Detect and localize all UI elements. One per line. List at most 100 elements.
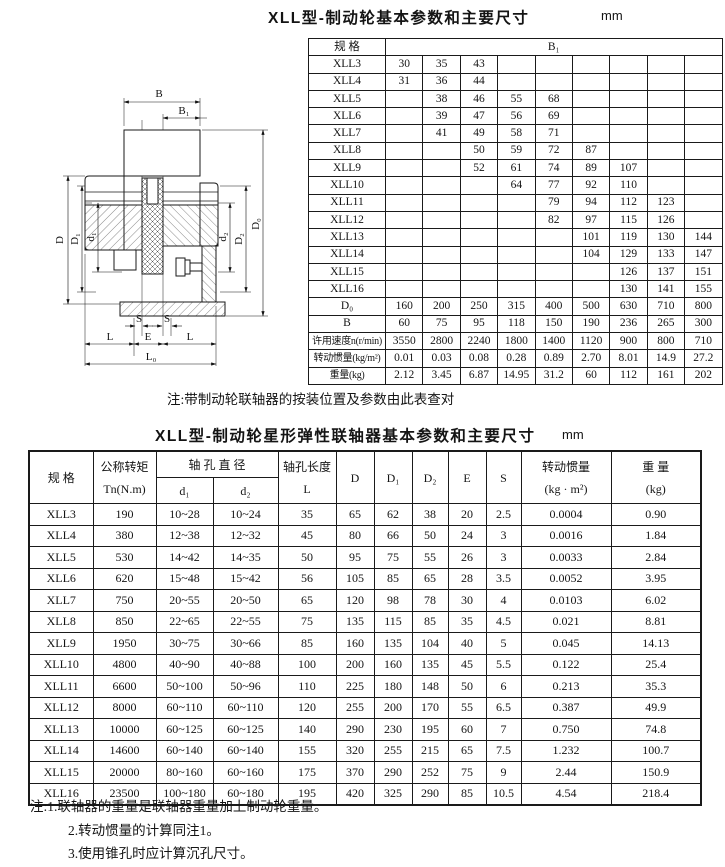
table2-inertia-header: 转动惯量 (kg · m²) — [520, 450, 612, 504]
table1-cell: 500 — [571, 297, 611, 316]
table2-cell: 155 — [277, 739, 337, 762]
table1-cell — [497, 55, 536, 74]
table2-cell: 6.02 — [610, 589, 702, 612]
table2-E-header: E — [447, 450, 487, 504]
table2-cell: 14600 — [92, 739, 157, 762]
table1-cell — [534, 55, 573, 74]
table2-cell: 98 — [373, 589, 413, 612]
table2-cell: 60~140 — [212, 739, 279, 762]
table1-cell — [609, 107, 648, 126]
footnote-3: 3.使用锥孔时应计算沉孔尺寸。 — [68, 846, 254, 861]
table2-cell: 0.0033 — [520, 546, 612, 569]
table1-cell — [534, 228, 573, 247]
table2-body: XLL3 190 10~28 10~24 35 65 62 38 20 2.5 0.0004 0.90… — [28, 503, 702, 806]
table1-cell — [497, 210, 536, 230]
table1-cell: 97 — [571, 210, 611, 230]
table1-cell: 64 — [497, 176, 536, 195]
table1-cell — [384, 210, 424, 230]
table1-cell: 1800 — [497, 332, 536, 351]
table2-cell: 40~88 — [212, 653, 279, 676]
table1-cell: 3550 — [384, 332, 424, 351]
table1-cell: 30 — [384, 55, 424, 74]
table2-cell: 6 — [485, 675, 522, 698]
footnote-2: 2.转动惯量的计算同注1。 — [68, 822, 220, 838]
table2-cell: 115 — [373, 610, 413, 633]
table2-cell: 60~125 — [155, 718, 214, 741]
table1-cell — [684, 124, 723, 143]
table1-cell: 60 — [384, 314, 424, 334]
table2-cell: 218.4 — [610, 782, 702, 806]
table2-cell: 60~125 — [212, 718, 279, 741]
bore-len-header-line1: 轴孔长度 — [283, 459, 332, 474]
table1-cell — [422, 176, 461, 195]
table1-cell: 41 — [422, 124, 461, 143]
table1-cell — [459, 245, 499, 264]
table1-cell: 46 — [459, 89, 499, 109]
table1-cell — [646, 55, 686, 74]
table1-row: XLL16 130 141 155 — [308, 280, 723, 299]
table1-cell — [422, 210, 461, 230]
table2-cell: 35.3 — [610, 675, 702, 698]
table1-cell — [646, 124, 686, 143]
table2-cell: 2.84 — [610, 546, 702, 569]
table1-row-label: XLL7 — [308, 124, 386, 143]
table1-cell — [497, 228, 536, 247]
table1-cell — [459, 210, 499, 230]
dim-label-B: B — [155, 88, 162, 100]
table2-cell: 12~32 — [212, 524, 279, 547]
table2-cell: 40~90 — [155, 653, 214, 676]
table2-cell: 10000 — [92, 718, 157, 741]
table1-row-label: XLL12 — [308, 210, 386, 230]
table2-cell: 320 — [335, 739, 375, 762]
table2-cell: 20~50 — [212, 589, 279, 612]
table1-cell: 900 — [609, 332, 648, 351]
table2-cell: 0.90 — [610, 503, 702, 526]
table1-row-label: XLL4 — [308, 72, 386, 91]
table1-cell — [384, 193, 424, 212]
table2-cell: 25.4 — [610, 653, 702, 676]
table1-row-label: XLL14 — [308, 245, 386, 264]
table2-cell: 170 — [411, 696, 449, 719]
table1-cell: 61 — [497, 159, 536, 178]
table2-cell: 75 — [447, 761, 487, 784]
table2-cell: 370 — [335, 761, 375, 784]
table1-cell — [571, 72, 611, 91]
table1-cell: 94 — [571, 193, 611, 212]
table1-cell: 2.70 — [571, 349, 611, 368]
table2-torque-header: 公称转矩 Tn(N.m) — [92, 450, 157, 504]
inertia-header-line2: (kg · m²) — [544, 481, 588, 496]
table2-cell: 1.84 — [610, 524, 702, 547]
table1-cell — [384, 124, 424, 143]
table2-header-row-1: 规 格 公称转矩 Tn(N.m) 轴 孔 直 径 轴孔长度 L D D₁ D₂ … — [28, 450, 702, 504]
table1-cell: 3.45 — [422, 366, 461, 385]
dim-label-L-right: L — [187, 331, 194, 343]
table2-row-label: XLL3 — [28, 503, 94, 526]
table2-row-label: XLL16 — [28, 782, 94, 806]
table2-spec-header: 规 格 — [28, 450, 94, 504]
dim-label-L0: L₀ — [146, 351, 157, 363]
table2-cell: 190 — [92, 503, 157, 526]
table1-body: XLL3 30 35 43 XLL4 31 36 44 XLL5 38 46 55 68 XLL6 39 47… — [308, 55, 723, 385]
table1-row: XLL12 82 97 115 126 — [308, 210, 723, 230]
table1-cell — [497, 262, 536, 282]
table1-cell: 400 — [534, 297, 573, 316]
table1-cell: 2.12 — [384, 366, 424, 385]
table2-row: XLL6 620 15~48 15~42 56 105 85 65 28 3.5 0.0052 3.9… — [28, 567, 702, 590]
table1-cell — [422, 262, 461, 282]
table2-cell: 530 — [92, 546, 157, 569]
table1-cell: 77 — [534, 176, 573, 195]
table1-cell: 2240 — [459, 332, 499, 351]
table1-cell: 47 — [459, 107, 499, 126]
table2-cell: 55 — [447, 696, 487, 719]
table1-row: XLL13 101 119 130 144 — [308, 228, 723, 247]
drawing-dim-labels: B B₁ D D₁ d₁ d₂ D₂ D₀ S S L E L L₀ — [54, 88, 262, 363]
table2-cell: 9 — [485, 761, 522, 784]
table2-cell: 20000 — [92, 761, 157, 784]
table2-cell: 6.5 — [485, 696, 522, 719]
footnotes: 注:1.联轴器的重量是联轴器重量加上制动轮重量。 2.转动惯量的计算同注1。 3… — [30, 795, 327, 866]
table2-cell: 3 — [485, 546, 522, 569]
table2-row-label: XLL8 — [28, 610, 94, 633]
table1-row-label: XLL16 — [308, 280, 386, 299]
table1-row: XLL8 50 59 72 87 — [308, 141, 723, 161]
table2-cell: 150.9 — [610, 761, 702, 784]
